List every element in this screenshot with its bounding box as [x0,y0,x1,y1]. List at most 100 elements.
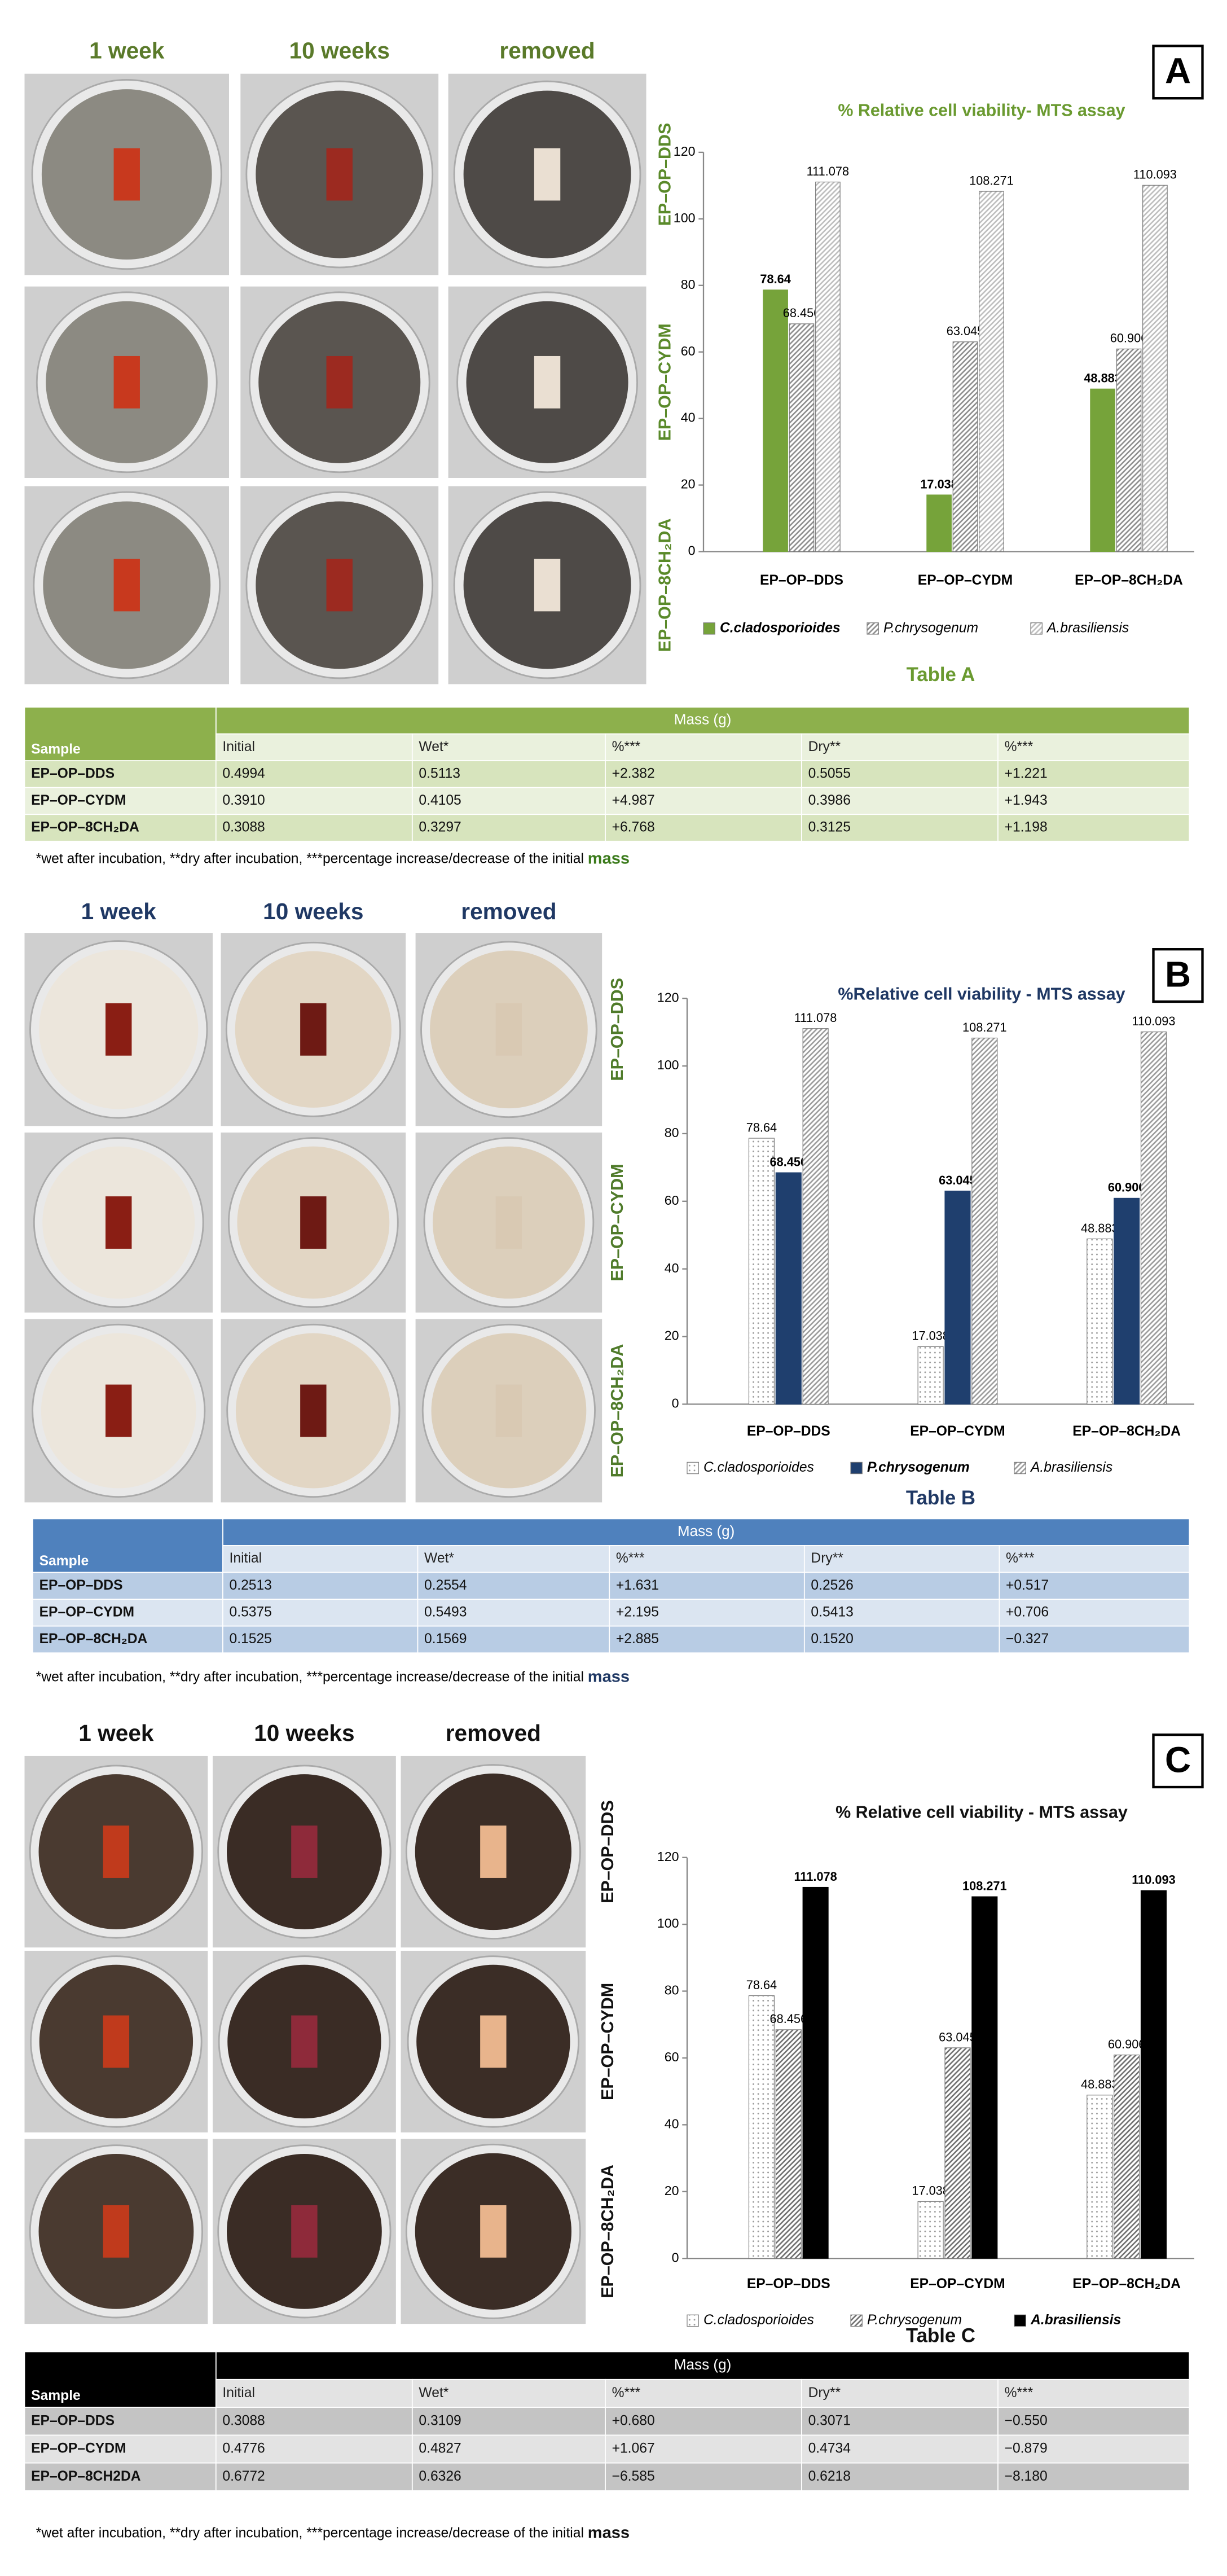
table-cell-text: 0.5375 [230,1604,272,1620]
table-cell-text: 0.3297 [419,820,461,835]
x-tick-label: EP–OP–DDS [760,573,843,588]
value-label: 68.456 [770,2012,808,2026]
table-cell-text: +1.198 [1005,820,1048,835]
table-cell-text: 0.3125 [808,820,851,835]
sample-piece [103,2015,130,2068]
table-cell-text: 0.5055 [808,766,851,781]
sample-piece [495,1196,522,1249]
footnote-text: *wet after incubation, **dry after incub… [36,851,588,866]
table-cell [803,1572,1000,1600]
photo-row-label: EP–OP–8CH₂DA [598,2165,617,2298]
bar [802,1028,829,1405]
photo-column-header: 1 week [78,1720,154,1746]
footnote-text: *wet after incubation, **dry after incub… [36,2525,588,2540]
table-cell-text: +0.706 [1006,1604,1049,1620]
table-header: Initial [230,1551,262,1566]
legend-label: C.cladosporioides [703,1460,814,1475]
table-header-cell [222,1545,419,1573]
table-header-cell [24,706,217,761]
table-cell [609,1572,805,1600]
photo-column-header: 1 week [81,898,157,924]
legend-swatch [867,622,879,635]
table-group-header-cell [215,706,1190,735]
table-cell-text: −6.585 [612,2469,655,2484]
x-tick-label: EP–OP–8CH₂DA [1075,573,1183,588]
bar [979,191,1004,552]
y-tick-label: 80 [665,1125,679,1140]
table-cell-text: 0.1525 [230,1631,272,1647]
value-label: 63.045 [939,2030,977,2044]
table-header-cell [803,1545,1000,1573]
table-cell [24,2407,217,2436]
footnote: *wet after incubation, **dry after incub… [36,1667,630,1686]
table-cell [222,1625,419,1654]
table-cell-text: 0.4827 [419,2441,461,2456]
table-header: %*** [1005,2385,1034,2401]
table-cell [605,814,802,842]
table-cell [215,814,413,842]
table-cell-text: 0.2526 [811,1578,853,1593]
table-cell [215,760,413,788]
table-cell [801,787,999,815]
bar [815,181,841,552]
value-label: 60.906 [1108,1181,1146,1195]
y-tick-label: 60 [665,1193,679,1208]
sample-piece [300,1196,327,1249]
y-tick-label: 0 [672,2250,679,2265]
legend-label: P.chrysogenum [867,1460,970,1475]
value-label: 108.271 [962,1879,1007,1893]
value-label: 111.078 [807,164,849,178]
table-cell [417,1599,610,1627]
table-cell [215,2407,413,2436]
sample-piece [300,1384,327,1437]
sample-piece [105,1003,132,1056]
photo-row-label: EP–OP–DDS [598,1800,617,1903]
table-header: %*** [612,739,641,754]
photo-row-label: EP–OP–CYDM [598,1983,617,2100]
table-cell [215,2462,413,2491]
photo-column-header: 10 weeks [254,1720,354,1746]
bar [971,1896,998,2259]
sample-piece [326,559,353,612]
sample-piece [480,2205,507,2258]
legend-label: A.brasiliensis [1046,620,1129,635]
table-cell [417,1625,610,1654]
panel-letter-box [1152,45,1204,100]
table-cell-text: EP–OP–DDS [39,1578,123,1593]
bar [971,1037,998,1405]
table-header: Wet* [424,1551,454,1566]
table-header-cell [411,2378,606,2408]
sample-piece [326,356,353,409]
table-header: Dry** [808,739,841,754]
y-tick-label: 120 [674,144,696,159]
table-header-cell [999,1545,1190,1573]
footnote: *wet after incubation, **dry after incub… [36,849,630,867]
chart-title: % Relative cell viability- MTS assay [838,100,1125,120]
value-label: 110.093 [1132,1014,1175,1028]
y-tick-label: 20 [665,2183,679,2198]
table-cell-text: 0.4105 [419,793,461,808]
y-tick-label: 40 [665,2116,679,2131]
value-label: 108.271 [969,173,1014,187]
value-label: 78.64 [760,272,790,286]
bar [1116,348,1142,552]
table-header-cell [609,1545,805,1573]
table-cell-text: −0.550 [1005,2413,1048,2428]
value-label: 63.045 [939,1173,977,1187]
table-cell [997,2434,1190,2464]
value-label: 17.038 [912,2184,949,2198]
x-tick-label: EP–OP–CYDM [910,1424,1005,1439]
table-header-cell [417,1545,610,1573]
bar [952,341,978,552]
photo-row-label: EP–OP–8CH₂DA [655,519,674,652]
photo-column-header: 1 week [89,38,165,64]
table-header-cell [997,2378,1190,2408]
bar [1140,1890,1167,2259]
value-label: 48.883 [1081,1221,1119,1235]
y-tick-label: 40 [681,410,696,425]
x-tick-label: EP–OP–8CH₂DA [1072,1424,1181,1439]
photo-row-label: EP–OP–CYDM [655,323,674,441]
y-tick-label: 60 [681,344,696,358]
table-cell [222,1599,419,1627]
table-cell-text: 0.4776 [222,2441,265,2456]
